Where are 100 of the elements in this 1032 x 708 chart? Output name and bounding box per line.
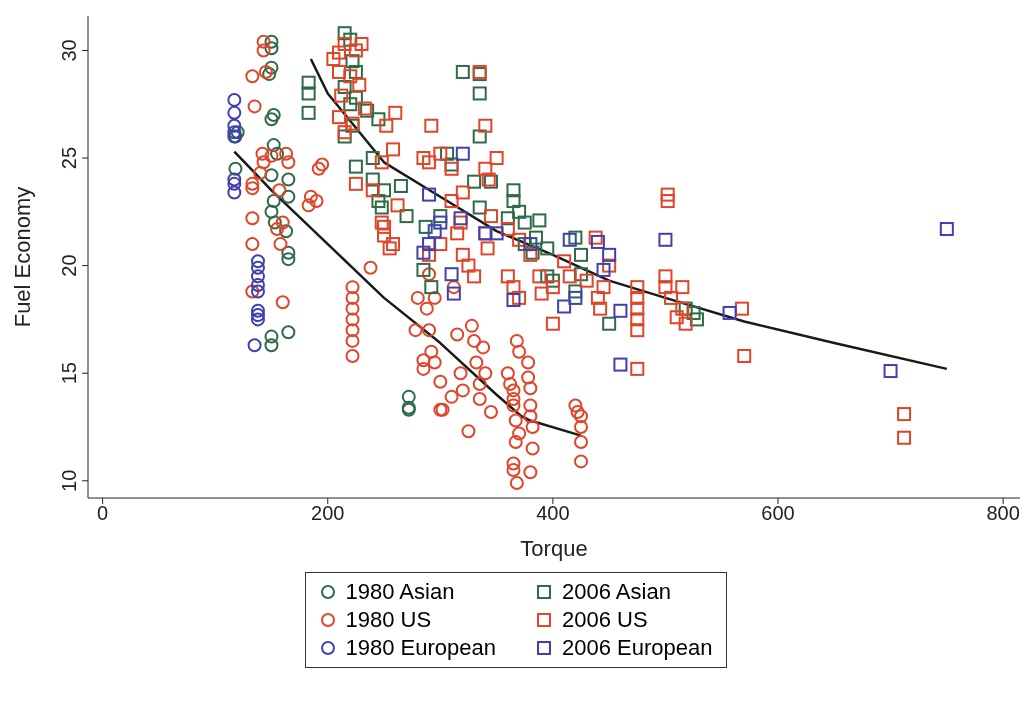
point (348, 90, 363, 105)
point (250, 269, 265, 284)
point (446, 286, 461, 301)
point (523, 237, 538, 252)
point (227, 185, 242, 200)
point (374, 200, 389, 215)
point (264, 329, 279, 344)
point (602, 316, 617, 331)
point (422, 237, 437, 252)
point (455, 64, 470, 79)
point (500, 211, 515, 226)
point (337, 129, 352, 144)
point (264, 204, 279, 219)
x-tick-label: 600 (761, 502, 795, 525)
point (658, 232, 673, 247)
point (418, 219, 433, 234)
point (264, 112, 279, 127)
point (371, 112, 386, 127)
point (416, 262, 431, 277)
point (424, 280, 439, 295)
point (568, 230, 583, 245)
point (472, 129, 487, 144)
point (266, 138, 281, 153)
point (472, 86, 487, 101)
point (517, 215, 532, 230)
point (562, 232, 577, 247)
point (227, 92, 242, 107)
point (365, 151, 380, 166)
point (343, 32, 358, 47)
point (506, 194, 521, 209)
legend-label: 2006 US (562, 607, 648, 633)
point (250, 260, 265, 275)
point (281, 245, 296, 260)
legend-label: 2006 European (562, 635, 713, 661)
point (506, 293, 521, 308)
point (596, 262, 611, 277)
point (227, 118, 242, 133)
point (281, 189, 296, 204)
y-tick-label: 15 (58, 362, 80, 385)
point (416, 245, 431, 260)
x-tick-label: 200 (311, 502, 345, 525)
point (371, 194, 386, 209)
point (250, 308, 265, 323)
point (264, 41, 279, 56)
legend-label: 2006 Asian (562, 579, 671, 605)
y-axis-title: Fuel Economy (9, 186, 35, 328)
point (455, 146, 470, 161)
point (528, 230, 543, 245)
point (602, 247, 617, 262)
point (337, 26, 352, 41)
point (301, 86, 316, 101)
point (264, 338, 279, 353)
point (427, 224, 442, 239)
point (472, 200, 487, 215)
point (264, 60, 279, 75)
point (540, 241, 555, 256)
point (401, 389, 416, 404)
point (301, 75, 316, 90)
point (939, 222, 954, 237)
point (266, 107, 281, 122)
point (250, 254, 265, 269)
point (250, 277, 265, 292)
y-tick-label: 10 (58, 469, 80, 492)
point (568, 284, 583, 299)
point (348, 159, 363, 174)
point (574, 267, 589, 282)
point (532, 213, 547, 228)
point (343, 97, 358, 112)
point (467, 174, 482, 189)
point (227, 105, 242, 120)
point (557, 299, 572, 314)
point (440, 146, 455, 161)
point (506, 183, 521, 198)
point (250, 303, 265, 318)
point (540, 269, 555, 284)
point (433, 209, 448, 224)
point (365, 172, 380, 187)
point (267, 215, 282, 230)
point (453, 211, 468, 226)
point (444, 157, 459, 172)
x-tick-label: 800 (986, 502, 1020, 525)
point (279, 224, 294, 239)
point (517, 237, 532, 252)
point (266, 194, 281, 209)
x-tick-label: 0 (97, 502, 109, 525)
point (281, 252, 296, 267)
point (512, 204, 527, 219)
point (227, 176, 242, 191)
point (590, 234, 605, 249)
point (393, 178, 408, 193)
legend-label: 1980 US (345, 607, 432, 633)
point (377, 183, 392, 198)
point (262, 67, 277, 82)
legend-label: 1980 European (345, 635, 496, 661)
point (686, 305, 701, 320)
point (281, 172, 296, 187)
point (337, 80, 352, 95)
point (250, 312, 265, 327)
point (250, 284, 265, 299)
point (227, 172, 242, 187)
